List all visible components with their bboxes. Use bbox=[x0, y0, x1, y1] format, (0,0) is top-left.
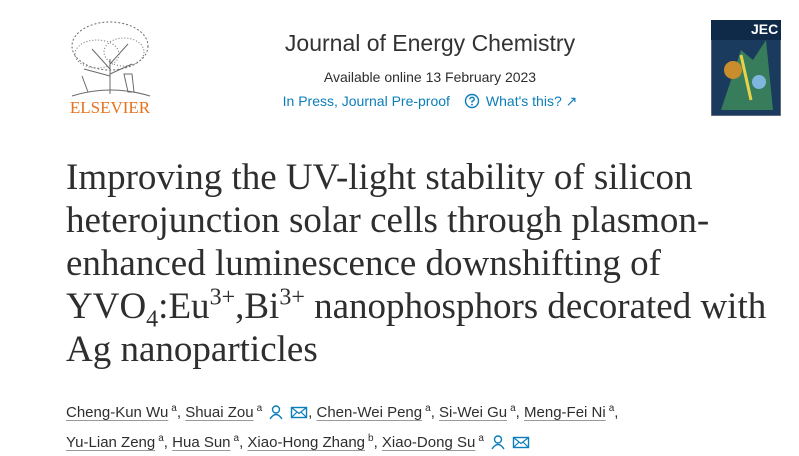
author: Xiao-Hong Zhang b, bbox=[247, 433, 378, 451]
title-superscript: 3+ bbox=[209, 284, 236, 311]
author-name[interactable]: Xiao-Dong Su bbox=[381, 434, 476, 451]
author: Yu-Lian Zeng a, bbox=[66, 433, 168, 451]
separator: , bbox=[614, 404, 619, 421]
cover-label: JEC bbox=[751, 21, 778, 37]
affiliation-mark[interactable]: a bbox=[158, 433, 164, 444]
affiliation-mark[interactable]: a bbox=[510, 403, 516, 414]
help-link[interactable]: What's this? ↗ bbox=[485, 93, 578, 109]
journal-name[interactable]: Journal of Energy Chemistry bbox=[284, 30, 576, 56]
author-name[interactable]: Si-Wei Gu bbox=[439, 404, 508, 421]
author-name[interactable]: Meng-Fei Ni bbox=[524, 404, 606, 421]
title-text: Improving the UV-light stability of sili… bbox=[66, 157, 710, 327]
author-list: Cheng-Kun Wu a, Shuai Zou a, Chen-Wei Peng… bbox=[66, 396, 686, 456]
affiliation-mark[interactable]: a bbox=[608, 403, 615, 414]
email-icon[interactable] bbox=[512, 434, 530, 450]
availability: Available online 13 February 2023 bbox=[323, 69, 537, 85]
author-name[interactable]: Shuai Zou bbox=[185, 404, 254, 421]
author-profile-icon[interactable] bbox=[490, 434, 506, 450]
affiliation-mark[interactable]: b bbox=[368, 433, 374, 444]
icon-shape bbox=[291, 407, 308, 418]
author-name[interactable]: Cheng-Kun Wu bbox=[66, 404, 169, 421]
status[interactable]: In Press, Journal Pre-proof bbox=[282, 93, 450, 109]
separator: , bbox=[308, 404, 313, 421]
icon-shape bbox=[269, 413, 283, 420]
separator: , bbox=[163, 434, 168, 451]
help-icon[interactable] bbox=[464, 93, 480, 109]
author-profile-icon[interactable] bbox=[268, 404, 284, 420]
affiliation-mark[interactable]: a bbox=[478, 433, 484, 444]
affiliation-mark[interactable]: a bbox=[425, 403, 431, 414]
author: Hua Sun a, bbox=[172, 433, 244, 451]
article-title: Improving the UV-light stability of sili… bbox=[66, 156, 786, 371]
author-name[interactable]: Xiao-Hong Zhang bbox=[247, 434, 365, 451]
title-text: nanophosphors decorated with Ag nanopart… bbox=[66, 286, 767, 370]
email-icon[interactable] bbox=[290, 404, 308, 420]
author: Xiao-Dong Su a bbox=[381, 433, 530, 451]
separator: , bbox=[430, 404, 435, 421]
icon-shape bbox=[493, 435, 503, 444]
affiliation-mark[interactable]: a bbox=[171, 403, 177, 414]
separator: , bbox=[515, 404, 520, 421]
publisher-name: ELSEVIER bbox=[70, 98, 151, 117]
title-text: :Eu bbox=[158, 286, 210, 327]
affiliation-mark[interactable]: a bbox=[256, 403, 263, 414]
separator: , bbox=[373, 434, 378, 451]
affiliation-mark[interactable]: a bbox=[233, 433, 240, 444]
publisher-logo[interactable]: ELSEVIER bbox=[62, 14, 162, 119]
icon-shape bbox=[290, 406, 308, 419]
author-name[interactable]: Hua Sun bbox=[172, 434, 231, 451]
author: Chen-Wei Peng a, bbox=[316, 403, 435, 421]
title-subscript: 4 bbox=[146, 306, 159, 333]
author-name[interactable]: Chen-Wei Peng bbox=[316, 404, 423, 421]
author-name[interactable]: Yu-Lian Zeng bbox=[66, 434, 156, 451]
separator: , bbox=[239, 434, 244, 451]
separator: , bbox=[176, 404, 182, 421]
title-text: ,Bi bbox=[235, 286, 280, 327]
author: Shuai Zou a, bbox=[185, 403, 313, 421]
author: Meng-Fei Ni a, bbox=[524, 403, 619, 421]
icon-shape bbox=[512, 436, 530, 449]
author: Cheng-Kun Wu a, bbox=[66, 403, 182, 421]
author: Si-Wei Gu a, bbox=[439, 403, 520, 421]
icon-shape bbox=[512, 437, 529, 448]
icon-shape bbox=[271, 405, 281, 414]
journal-cover[interactable]: JEC bbox=[711, 20, 781, 116]
status-line: In Press, Journal Pre-proof What's this? … bbox=[230, 93, 630, 110]
icon-shape bbox=[491, 443, 505, 450]
title-superscript: 3+ bbox=[279, 284, 305, 311]
